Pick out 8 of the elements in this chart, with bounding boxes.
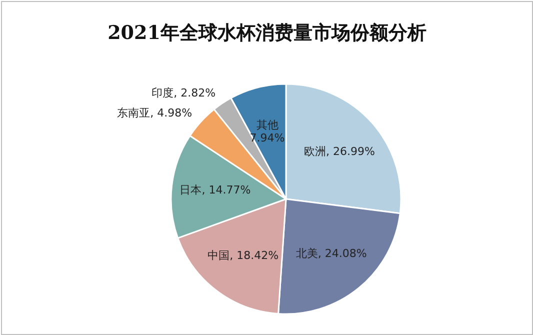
slice-label: 印度, 2.82% bbox=[152, 86, 216, 100]
chart-title: 2021年全球水杯消费量市场份额分析 bbox=[108, 22, 426, 44]
slice-label: 北美, 24.08% bbox=[296, 247, 367, 260]
slice-label: 东南亚, 4.98% bbox=[117, 106, 192, 120]
slice-label: 中国, 18.42% bbox=[208, 248, 279, 262]
slice-label: 其他 bbox=[256, 118, 278, 132]
slice-label: 欧洲, 26.99% bbox=[304, 144, 375, 158]
slice-label: 日本, 14.77% bbox=[180, 184, 251, 197]
